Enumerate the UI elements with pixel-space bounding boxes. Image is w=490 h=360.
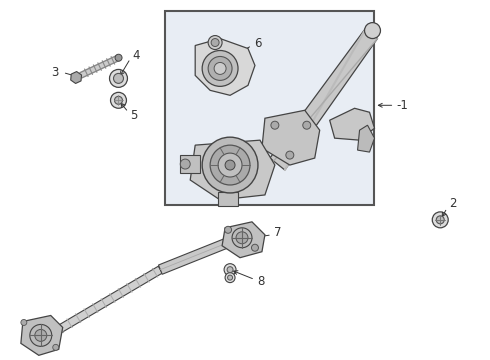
- Circle shape: [214, 62, 226, 75]
- Polygon shape: [262, 110, 319, 165]
- Circle shape: [436, 216, 444, 224]
- Text: 3: 3: [51, 66, 59, 79]
- Polygon shape: [158, 235, 237, 274]
- Circle shape: [21, 319, 27, 325]
- Circle shape: [227, 267, 233, 273]
- Circle shape: [365, 23, 380, 39]
- Bar: [165, 11, 374, 205]
- Circle shape: [225, 160, 235, 170]
- Bar: [180, 155, 200, 173]
- Circle shape: [30, 324, 52, 346]
- Circle shape: [227, 275, 233, 280]
- Text: 4: 4: [132, 49, 140, 62]
- Circle shape: [251, 244, 258, 251]
- Circle shape: [114, 73, 123, 84]
- Circle shape: [224, 226, 232, 233]
- Circle shape: [211, 39, 219, 46]
- Circle shape: [110, 69, 127, 87]
- Circle shape: [218, 153, 242, 177]
- Polygon shape: [195, 39, 255, 95]
- Circle shape: [115, 96, 122, 104]
- Polygon shape: [270, 26, 377, 170]
- Circle shape: [224, 264, 236, 276]
- Text: 5: 5: [130, 109, 138, 122]
- Circle shape: [35, 329, 47, 341]
- Circle shape: [303, 121, 311, 129]
- Text: 8: 8: [257, 275, 264, 288]
- Circle shape: [202, 137, 258, 193]
- Polygon shape: [358, 125, 374, 152]
- Polygon shape: [330, 108, 374, 140]
- Circle shape: [111, 92, 126, 108]
- Polygon shape: [71, 72, 81, 84]
- Text: 7: 7: [274, 226, 281, 239]
- Circle shape: [232, 228, 252, 248]
- Circle shape: [236, 232, 248, 244]
- Polygon shape: [222, 222, 265, 258]
- Circle shape: [432, 212, 448, 228]
- Circle shape: [225, 273, 235, 283]
- Circle shape: [208, 57, 232, 80]
- Text: 2: 2: [449, 197, 457, 210]
- Circle shape: [271, 121, 279, 129]
- Circle shape: [202, 50, 238, 86]
- Text: -1: -1: [396, 99, 408, 112]
- Circle shape: [286, 151, 294, 159]
- Circle shape: [208, 36, 222, 50]
- Text: 6: 6: [254, 37, 262, 50]
- Circle shape: [210, 145, 250, 185]
- Bar: [218, 192, 238, 206]
- Circle shape: [180, 159, 190, 169]
- Polygon shape: [190, 140, 275, 200]
- Circle shape: [115, 54, 122, 61]
- Polygon shape: [21, 315, 63, 355]
- Polygon shape: [54, 266, 162, 335]
- Circle shape: [53, 345, 59, 350]
